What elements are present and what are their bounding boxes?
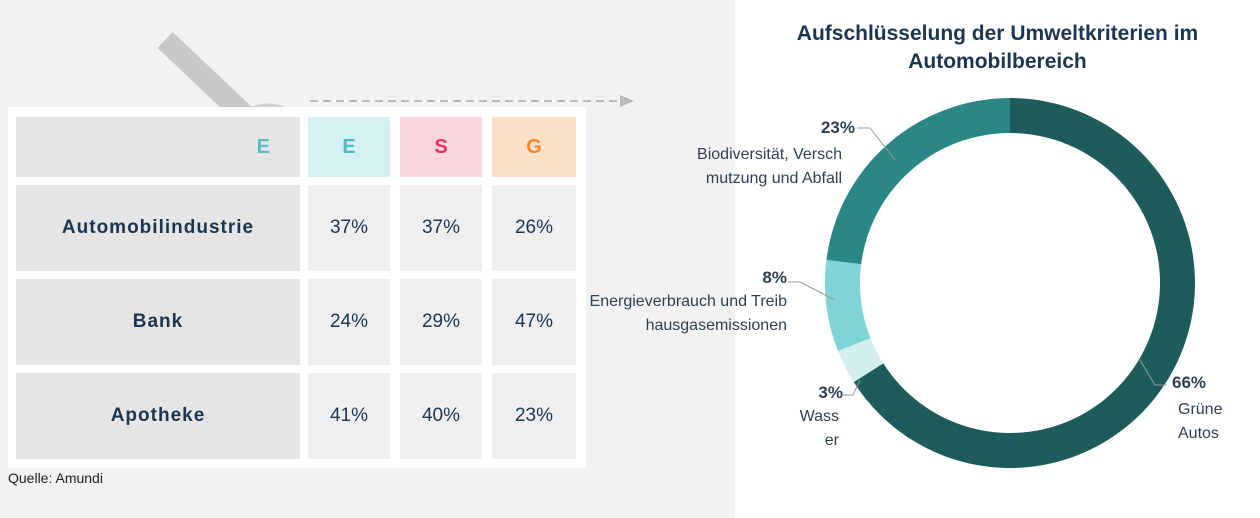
chart-panel: Aufschlüsselung der Umweltkriterien im A… xyxy=(590,0,1260,518)
category-label: Grüne Autos xyxy=(1178,401,1223,442)
source: Quelle: Amundi xyxy=(8,470,103,486)
value-label: 66% xyxy=(1172,373,1207,392)
cell-value: 23% xyxy=(492,373,576,459)
header-cell: S xyxy=(400,117,482,177)
header-cell: E xyxy=(16,117,300,177)
leader-lines xyxy=(788,127,1167,396)
donut-segment xyxy=(837,338,884,383)
row-label: Automobilindustrie xyxy=(16,185,300,271)
value-label: 23% xyxy=(820,118,855,137)
cell-value: 40% xyxy=(400,373,482,459)
table: E E S G Automobilindustrie 37% 37% 26% Bank 24% 29… xyxy=(8,107,586,468)
header-cell: E xyxy=(308,117,390,177)
donut-segment xyxy=(826,98,1010,265)
value-label: 8% xyxy=(762,268,787,287)
arrow-head xyxy=(620,95,634,107)
chart-title: Aufschlüsselung der Umweltkriterien im A… xyxy=(796,22,1199,73)
cell-value: 37% xyxy=(308,185,390,271)
donut-segment xyxy=(825,259,871,352)
cell-value: 41% xyxy=(308,373,390,459)
category-label: Wasser xyxy=(799,408,839,449)
category-label: Energieverbrauch und Treibhausgasemissio… xyxy=(589,293,787,334)
cell-value: 47% xyxy=(492,279,576,365)
value-label: 3% xyxy=(818,383,843,402)
category-label: Biodiversität, Verschmutzung und Abfall xyxy=(697,146,842,187)
header-cell: G xyxy=(492,117,576,177)
cell-value: 37% xyxy=(400,185,482,271)
row-label: Bank xyxy=(16,279,300,365)
cell-value: 24% xyxy=(308,279,390,365)
cell-value: 29% xyxy=(400,279,482,365)
donut xyxy=(788,98,1195,469)
row-label: Apotheke xyxy=(16,373,300,459)
cell-value: 26% xyxy=(492,185,576,271)
